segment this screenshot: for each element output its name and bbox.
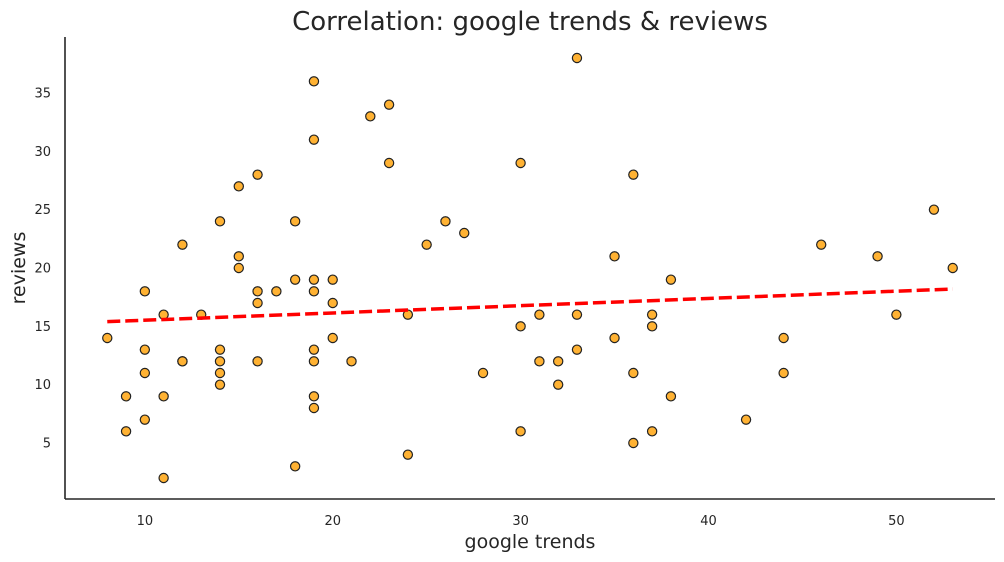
scatter-point — [327, 297, 338, 309]
x-tick-label: 20 — [324, 514, 341, 529]
scatter-point — [308, 76, 320, 87]
scatter-point — [515, 157, 526, 169]
scatter-point — [365, 111, 376, 122]
scatter-point — [646, 426, 658, 437]
y-tick-label: 35 — [34, 87, 51, 102]
scatter-point — [308, 391, 320, 402]
scatter-point — [778, 367, 789, 379]
scatter-point — [534, 309, 545, 320]
y-tick-label: 20 — [34, 262, 51, 277]
scatter-point — [177, 356, 188, 367]
scatter-point — [665, 391, 677, 402]
scatter-point — [816, 239, 827, 250]
scatter-point — [947, 262, 958, 274]
scatter-point — [308, 402, 320, 414]
y-axis-label: reviews — [8, 232, 30, 305]
scatter-point — [252, 286, 263, 297]
trend-line — [107, 287, 953, 324]
scatter-point — [120, 426, 132, 437]
data-points — [102, 52, 958, 484]
chart-title: Correlation: google trends & reviews — [292, 7, 768, 37]
scatter-point — [552, 379, 564, 390]
scatter-point — [383, 157, 395, 169]
scatter-point — [891, 309, 902, 320]
scatter-point — [778, 332, 789, 344]
scatter-point — [214, 356, 226, 367]
scatter-point — [628, 169, 639, 180]
y-tick-label: 30 — [34, 145, 51, 160]
scatter-point — [308, 356, 320, 367]
scatter-point — [214, 379, 226, 390]
scatter-point — [609, 251, 620, 262]
scatter-point — [252, 297, 263, 309]
scatter-point — [628, 367, 639, 379]
scatter-point — [327, 274, 338, 285]
scatter-point — [120, 391, 132, 402]
scatter-point — [740, 414, 752, 425]
scatter-point — [214, 216, 226, 227]
scatter-point — [139, 286, 151, 297]
x-axis-ticks: 10 20 30 40 50 — [137, 514, 905, 529]
scatter-point — [233, 262, 244, 274]
scatter-point — [139, 344, 151, 355]
scatter-point — [552, 356, 564, 367]
scatter-point — [252, 169, 263, 180]
scatter-point — [308, 134, 320, 145]
scatter-point — [459, 227, 470, 239]
x-tick-label: 50 — [888, 514, 905, 529]
scatter-point — [421, 239, 432, 250]
scatter-point — [308, 286, 320, 297]
scatter-point — [628, 437, 639, 449]
scatter-point — [646, 309, 658, 320]
scatter-point — [158, 391, 169, 402]
scatter-point — [440, 216, 451, 227]
scatter-point — [102, 332, 113, 344]
x-axis-label: google trends — [465, 531, 596, 553]
scatter-point — [271, 286, 282, 297]
scatter-point — [308, 344, 320, 355]
scatter-point — [402, 449, 414, 460]
scatter-point — [289, 216, 301, 227]
scatter-point — [233, 181, 244, 192]
scatter-point — [383, 99, 395, 110]
y-tick-label: 5 — [43, 437, 51, 452]
y-tick-label: 10 — [34, 378, 51, 393]
scatter-point — [515, 321, 526, 332]
scatter-point — [571, 309, 583, 320]
scatter-point — [346, 356, 357, 367]
scatter-point — [233, 251, 244, 262]
scatter-point — [665, 274, 677, 285]
scatter-point — [139, 367, 151, 379]
scatter-point — [214, 367, 226, 379]
scatter-point — [177, 239, 188, 250]
y-tick-label: 15 — [34, 320, 51, 335]
scatter-point — [872, 251, 883, 262]
y-tick-label: 25 — [34, 203, 51, 218]
scatter-point — [534, 356, 545, 367]
y-axis-ticks: 5 10 15 20 25 30 35 — [34, 87, 51, 452]
x-tick-label: 10 — [137, 514, 154, 529]
scatter-point — [327, 332, 338, 344]
x-tick-label: 40 — [700, 514, 717, 529]
scatter-point — [515, 426, 526, 437]
scatter-point — [571, 344, 583, 355]
scatter-point — [477, 367, 489, 379]
scatter-point — [289, 274, 301, 285]
scatter-point — [289, 461, 301, 472]
scatter-point — [214, 344, 226, 355]
scatter-point — [308, 274, 320, 285]
x-tick-label: 30 — [512, 514, 529, 529]
scatter-point — [646, 321, 658, 332]
scatter-point — [609, 332, 620, 344]
scatter-point — [928, 204, 940, 215]
scatter-point — [139, 414, 151, 425]
scatter-point — [252, 356, 263, 367]
scatter-point — [158, 472, 169, 484]
scatter-point — [571, 52, 583, 64]
